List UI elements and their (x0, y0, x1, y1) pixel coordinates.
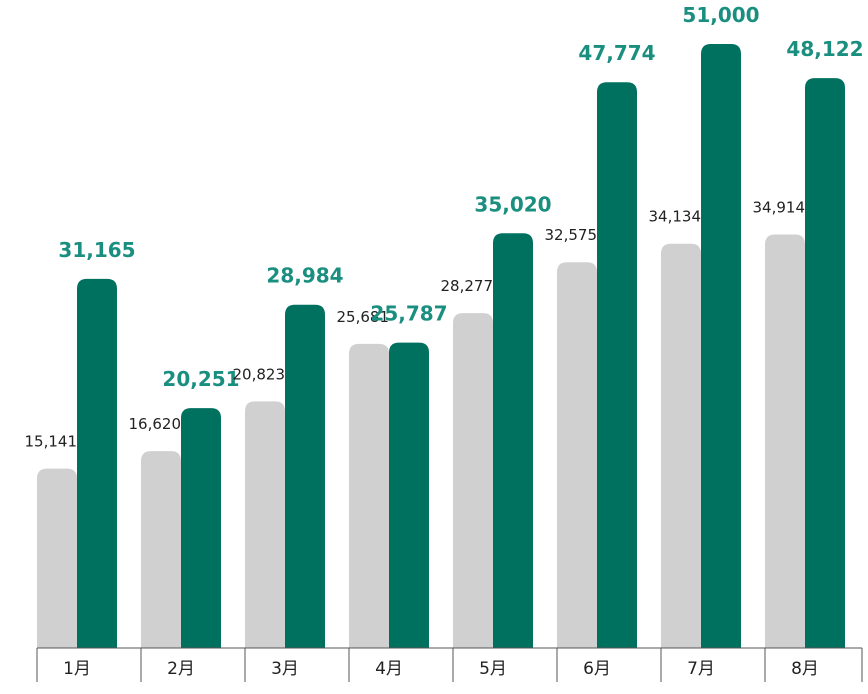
data-label-prev-2: 16,620 (129, 415, 182, 433)
bar-prev-7 (661, 243, 701, 649)
data-label-prev-8: 34,914 (753, 199, 806, 217)
x-tick-label-1: 1月 (63, 659, 91, 679)
bar-cur-4 (389, 342, 429, 648)
data-label-cur-4: 25,787 (370, 302, 447, 326)
bar-prev-2 (141, 451, 181, 648)
data-label-prev-3: 20,823 (233, 365, 286, 383)
bar-cur-6 (597, 82, 637, 649)
data-label-cur-7: 51,000 (682, 3, 759, 27)
data-label-cur-2: 20,251 (162, 367, 239, 391)
data-label-cur-6: 47,774 (578, 41, 655, 65)
x-tick-label-3: 3月 (271, 659, 299, 679)
data-label-prev-5: 28,277 (441, 277, 494, 295)
x-tick-label-7: 7月 (687, 659, 715, 679)
x-tick-label-4: 4月 (375, 659, 403, 679)
data-label-prev-7: 34,134 (649, 208, 702, 226)
bar-cur-7 (701, 44, 741, 648)
bar-cur-8 (805, 78, 845, 649)
bar-cur-2 (181, 408, 221, 648)
data-label-prev-1: 15,141 (25, 433, 78, 451)
data-label-prev-6: 32,575 (545, 226, 598, 244)
data-label-cur-5: 35,020 (474, 192, 551, 216)
x-tick-label-5: 5月 (479, 659, 507, 679)
bar-prev-5 (453, 313, 493, 648)
bar-cur-3 (285, 304, 325, 648)
data-label-cur-3: 28,984 (266, 264, 343, 288)
bar-prev-6 (557, 262, 597, 648)
data-label-prev-4: 25,681 (337, 308, 390, 326)
bar-prev-4 (349, 343, 389, 648)
data-label-cur-8: 48,122 (786, 37, 863, 61)
x-tick-label-6: 6月 (583, 659, 611, 679)
x-tick-label-8: 8月 (791, 659, 819, 679)
bar-prev-1 (37, 468, 77, 648)
bar-cur-5 (493, 233, 533, 648)
bar-prev-8 (765, 234, 805, 648)
bar-cur-1 (77, 278, 117, 648)
data-label-cur-1: 31,165 (58, 238, 135, 262)
x-tick-label-2: 2月 (167, 659, 195, 679)
bar-prev-3 (245, 401, 285, 648)
